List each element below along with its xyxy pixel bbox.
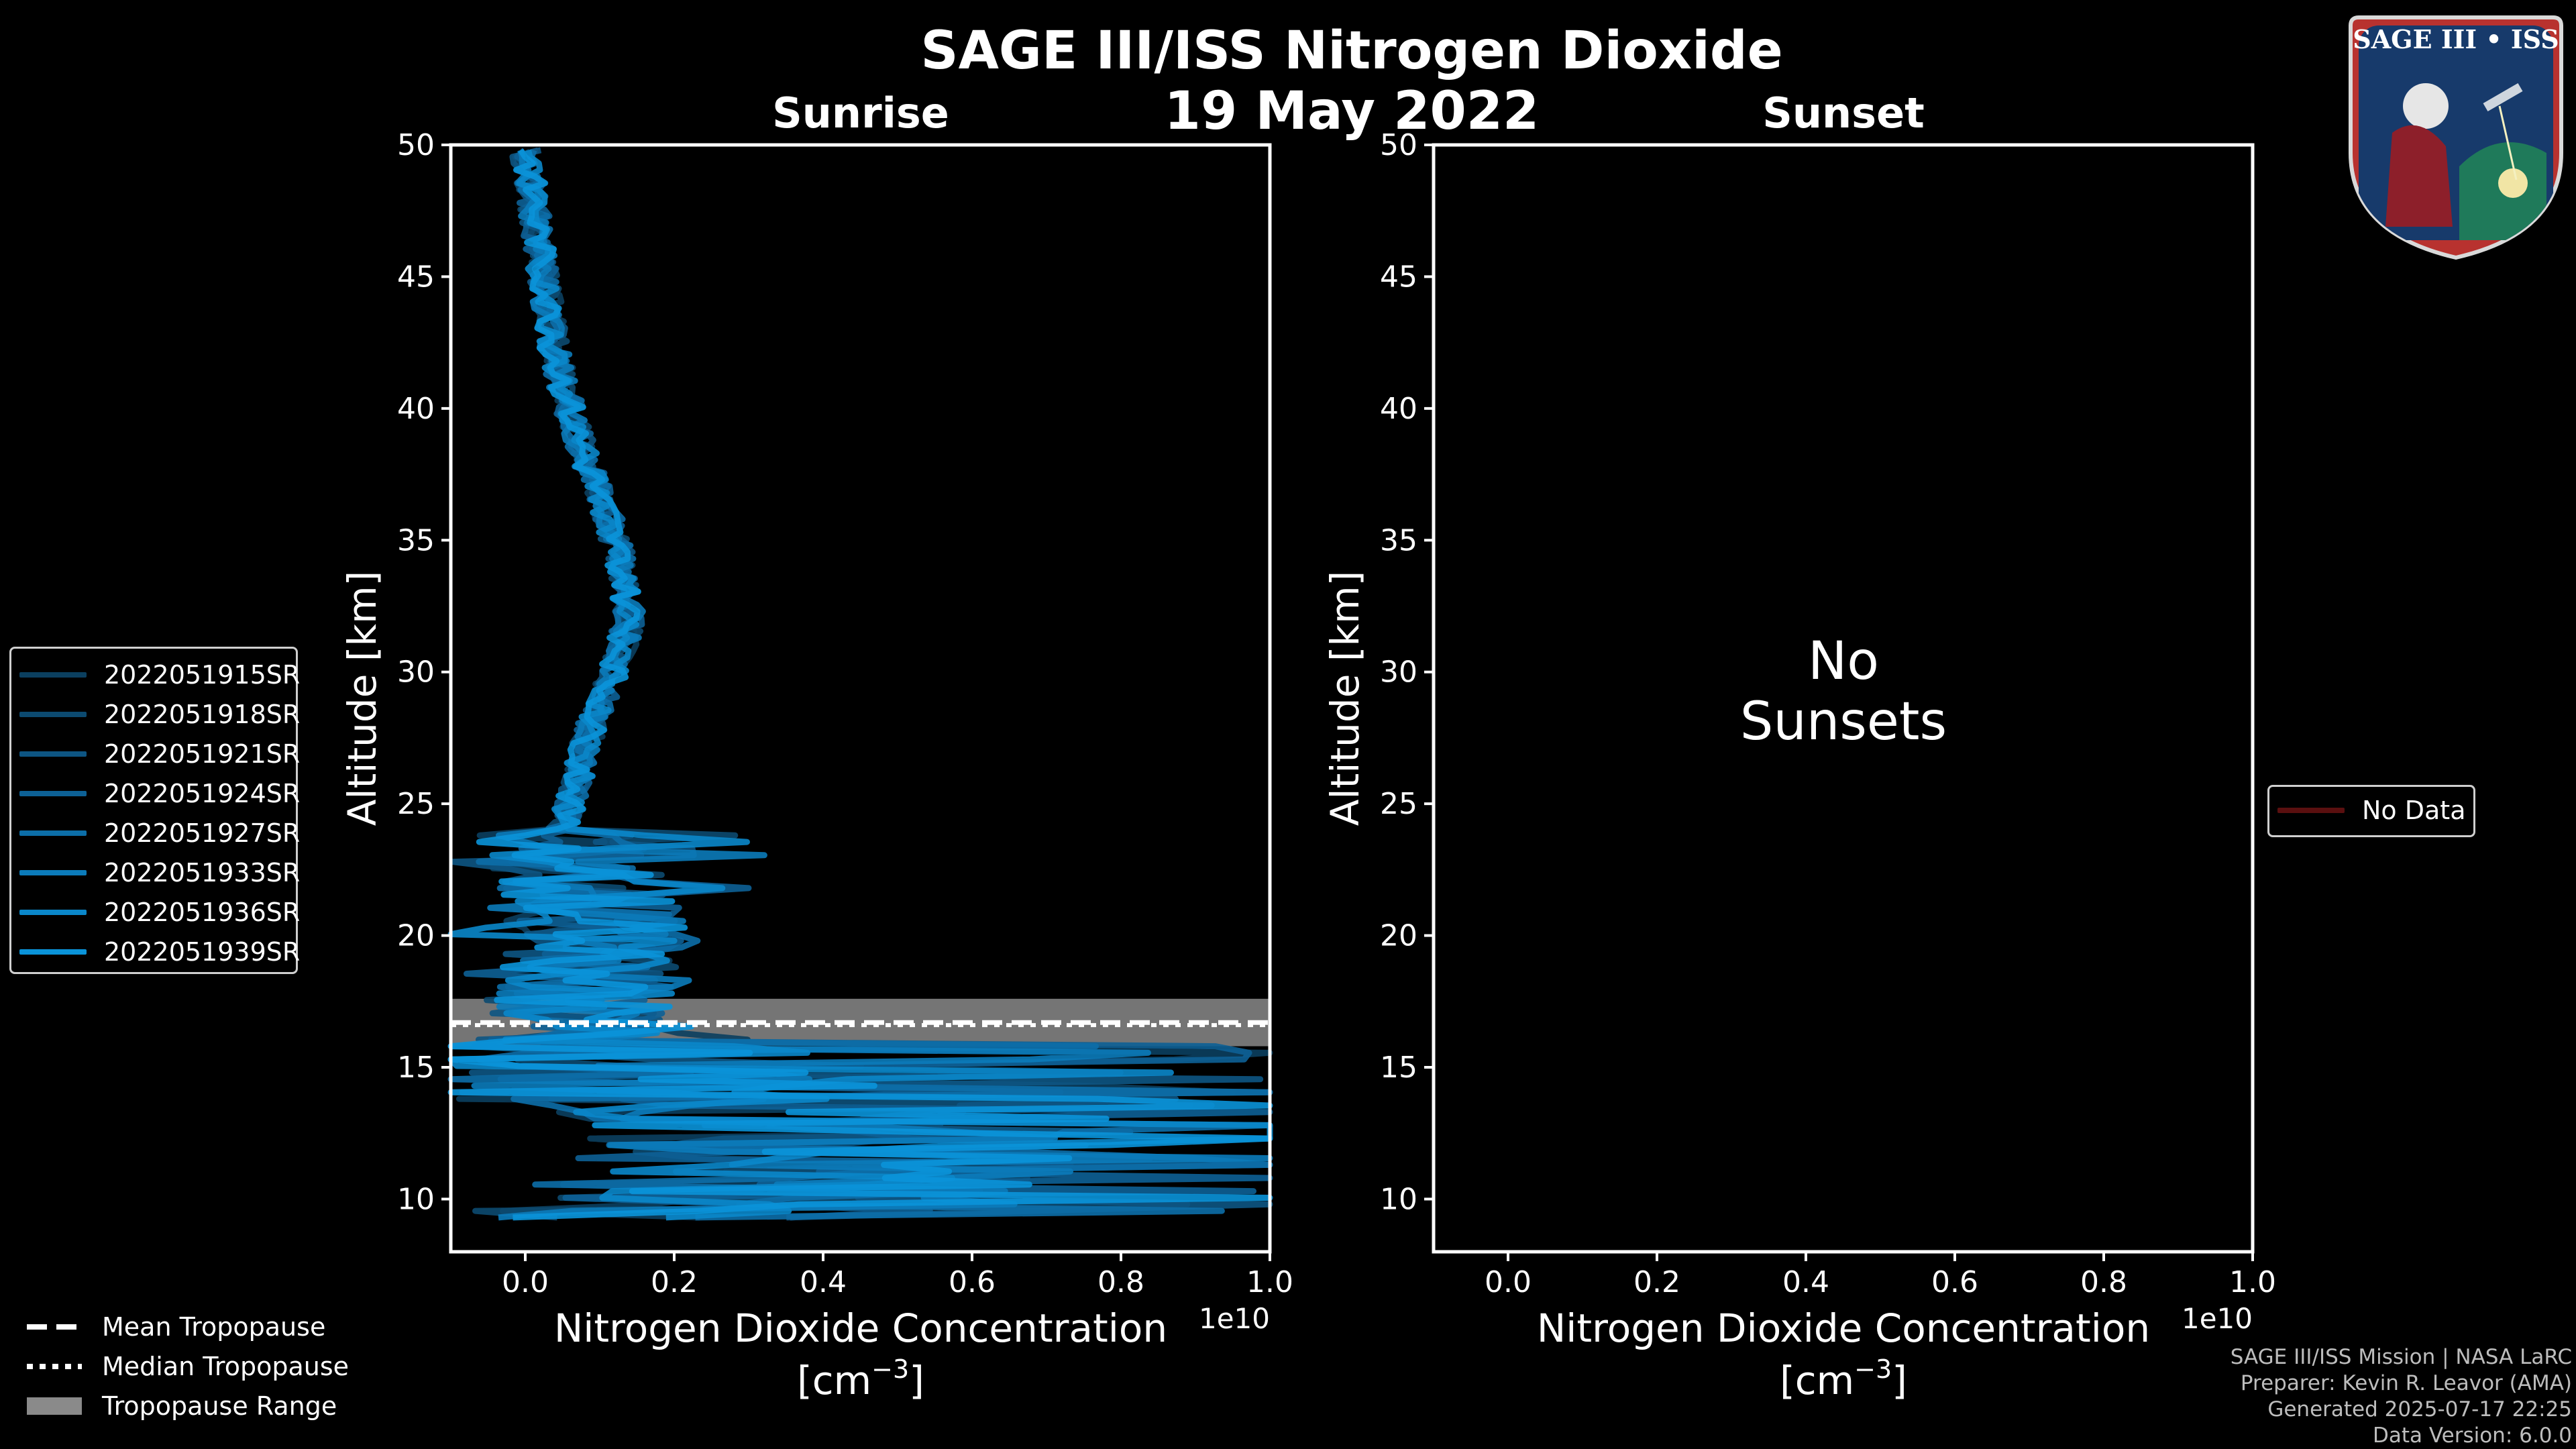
x-tick-label: 0.2 — [651, 1265, 698, 1299]
sunset-panel: Sunset 0.0 0.2 0.4 0.6 0.8 1.0 10 15 20 25 30 35 40… — [1322, 89, 2276, 1403]
legend-swatch — [19, 712, 87, 717]
range-band-swatch — [27, 1397, 82, 1415]
y-tick-label: 50 — [1380, 128, 1417, 162]
sunrise-x-axis-units: [cm−3] — [797, 1354, 924, 1403]
legend-item-2022051939SR: 2022051939SR — [19, 932, 300, 971]
y-tick-label: 10 — [1380, 1182, 1417, 1216]
legend-item-2022051933SR: 2022051933SR — [19, 853, 300, 892]
x-tick-label: 1.0 — [1246, 1265, 1293, 1299]
legend-label: 2022051921SR — [104, 739, 301, 769]
sunrise-x-axis-label: Nitrogen Dioxide Concentration — [554, 1305, 1167, 1351]
sunset-message-line1: No — [1808, 631, 1879, 692]
sunrise-panel: Sunrise 0.0 0.2 0.4 0.6 0.8 1.0 10 15 20 25 30 35 4… — [339, 89, 1293, 1403]
x-tick-label: 0.6 — [949, 1265, 996, 1299]
credits-version: Data Version: 6.0.0 — [2372, 1424, 2572, 1448]
sunrise-x-offset-text: 1e10 — [1199, 1302, 1270, 1335]
sunrise-legend: 2022051915SR 2022051918SR 2022051921SR 2022… — [9, 647, 300, 974]
legend-swatch — [19, 910, 87, 915]
credits-block: SAGE III/ISS Mission | NASA LaRC Prepare… — [2231, 1344, 2572, 1449]
legend-label: 2022051924SR — [104, 779, 301, 808]
x-tick-label: 0.4 — [800, 1265, 847, 1299]
legend-item-2022051921SR: 2022051921SR — [19, 735, 300, 773]
y-tick-label: 40 — [397, 392, 435, 426]
sunset-plot-frame — [1432, 143, 2255, 1254]
y-tick-label: 30 — [397, 655, 435, 690]
y-tick-label: 45 — [1380, 260, 1417, 294]
legend-swatch — [19, 830, 87, 836]
x-tick-label: 0.6 — [1931, 1265, 1978, 1299]
sunset-panel-title: Sunset — [1762, 89, 1925, 138]
sunrise-plot-frame — [449, 143, 1272, 1254]
legend-swatch — [19, 870, 87, 875]
legend-item-2022051918SR: 2022051918SR — [19, 695, 300, 734]
credits-generated: Generated 2025-07-17 22:25 — [2267, 1397, 2572, 1421]
y-tick-label: 30 — [1380, 655, 1417, 690]
legend-label: No Data — [2362, 796, 2466, 825]
x-tick-label: 0.0 — [1485, 1265, 1532, 1299]
legend-label: Mean Tropopause — [102, 1312, 326, 1342]
legend-swatch — [19, 672, 87, 678]
y-tick-label: 40 — [1380, 392, 1417, 426]
y-tick-label: 25 — [397, 787, 435, 821]
sunrise-panel-title: Sunrise — [772, 89, 949, 138]
x-tick-label: 0.4 — [1782, 1265, 1829, 1299]
legend-label: Tropopause Range — [102, 1391, 337, 1421]
x-tick-label: 0.8 — [2080, 1265, 2127, 1299]
y-tick-label: 15 — [397, 1051, 435, 1085]
legend-swatch — [19, 949, 87, 955]
legend-label: 2022051939SR — [104, 937, 301, 967]
legend-swatch — [2277, 808, 2345, 813]
sunrise-series-group — [447, 147, 1273, 1221]
sunset-legend: No Data — [2267, 785, 2475, 837]
sunset-message-line2: Sunsets — [1740, 692, 1947, 752]
sage-iss-mission-logo: SAGE III • ISS — [2345, 12, 2567, 263]
legend-label: 2022051936SR — [104, 898, 301, 927]
mission-patch-icon — [2349, 15, 2563, 260]
legend-label: 2022051915SR — [104, 660, 301, 690]
x-tick-label: 0.2 — [1633, 1265, 1680, 1299]
logo-title: SAGE III • ISS — [2353, 24, 2559, 54]
y-tick-label: 10 — [397, 1182, 435, 1216]
figure-date: 19 May 2022 — [1165, 81, 1540, 142]
sunset-x-axis-label: Nitrogen Dioxide Concentration — [1537, 1305, 2150, 1351]
legend-label: 2022051933SR — [104, 858, 301, 888]
legend-item-2022051924SR: 2022051924SR — [19, 774, 300, 813]
y-tick-label: 20 — [1380, 919, 1417, 953]
legend-label: 2022051918SR — [104, 700, 301, 729]
x-tick-label: 1.0 — [2229, 1265, 2276, 1299]
sunset-y-axis-label: Altitude [km] — [1322, 571, 1368, 826]
y-tick-label: 50 — [397, 128, 435, 162]
legend-item-no-data: No Data — [2277, 791, 2466, 830]
y-tick-label: 20 — [397, 919, 435, 953]
y-tick-label: 25 — [1380, 787, 1417, 821]
credits-mission: SAGE III/ISS Mission | NASA LaRC — [2230, 1345, 2572, 1369]
y-tick-label: 45 — [397, 260, 435, 294]
sunset-x-offset-text: 1e10 — [2182, 1302, 2253, 1335]
dashed-line-swatch — [27, 1318, 82, 1336]
y-tick-label: 15 — [1380, 1051, 1417, 1085]
legend-item-mean-tropopause: Mean Tropopause — [27, 1307, 325, 1347]
credits-preparer: Preparer: Kevin R. Leavor (AMA) — [2240, 1371, 2572, 1395]
legend-label: 2022051927SR — [104, 818, 301, 848]
dotted-line-swatch — [27, 1358, 82, 1375]
x-tick-label: 0.0 — [502, 1265, 549, 1299]
series-line-2022051939SR — [447, 148, 1273, 1221]
y-tick-label: 35 — [397, 523, 435, 557]
legend-item-2022051915SR: 2022051915SR — [19, 655, 300, 694]
legend-swatch — [19, 751, 87, 757]
sunrise-y-axis-label: Altitude [km] — [339, 571, 385, 826]
sunset-x-axis-units: [cm−3] — [1780, 1354, 1907, 1403]
legend-item-median-tropopause: Median Tropopause — [27, 1346, 349, 1387]
figure-title: SAGE III/ISS Nitrogen Dioxide — [920, 21, 1782, 81]
legend-item-2022051927SR: 2022051927SR — [19, 814, 300, 853]
x-tick-label: 0.8 — [1097, 1265, 1144, 1299]
legend-item-tropopause-range: Tropopause Range — [27, 1386, 337, 1426]
legend-item-2022051936SR: 2022051936SR — [19, 893, 300, 932]
legend-label: Median Tropopause — [102, 1352, 349, 1381]
y-tick-label: 35 — [1380, 523, 1417, 557]
legend-swatch — [19, 791, 87, 796]
